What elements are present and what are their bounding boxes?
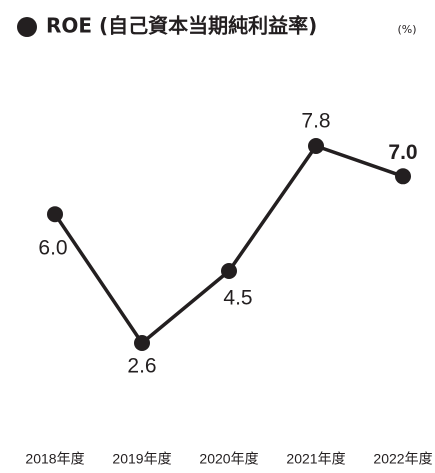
value-label: 2.6 (127, 355, 156, 378)
value-label: 7.0 (388, 141, 417, 164)
x-tick-label: 2021年度 (286, 451, 345, 467)
x-tick-label: 2018年度 (25, 451, 84, 467)
x-tick-label: 2019年度 (112, 451, 171, 467)
point (134, 335, 150, 351)
x-tick-label: 2022年度 (373, 451, 432, 467)
x-tick-label: 2020年度 (199, 451, 258, 467)
unit-label: (%) (397, 23, 416, 36)
title-bullet (17, 17, 37, 37)
point (308, 138, 324, 154)
chart-title: ROE (自己資本当期純利益率) (46, 14, 317, 38)
value-label: 7.8 (301, 110, 330, 133)
value-label: 6.0 (38, 237, 67, 260)
point (395, 168, 411, 185)
point (47, 206, 63, 223)
point (221, 263, 237, 280)
line (53, 144, 404, 345)
value-label: 4.5 (223, 287, 252, 310)
